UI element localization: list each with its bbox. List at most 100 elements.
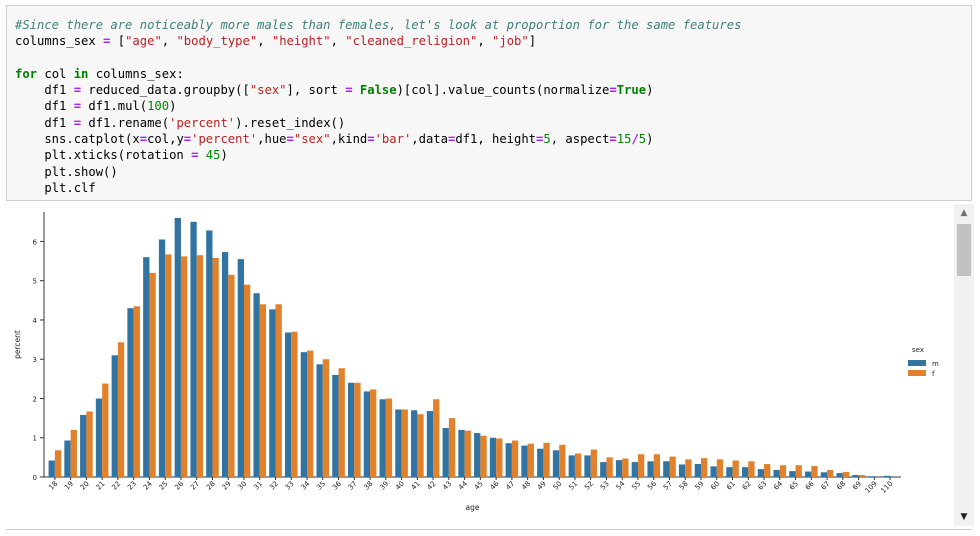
x-tick-label: 47 (504, 480, 516, 492)
code-token: ,hue (257, 132, 287, 147)
y-tick-label: 5 (33, 278, 37, 286)
x-tick-label: 31 (252, 480, 264, 492)
code-token: [ (110, 34, 126, 49)
x-tick-label: 64 (772, 479, 784, 491)
code-token: #Since there are noticeably more males t… (15, 18, 742, 32)
bar-f-48 (527, 443, 534, 477)
x-tick-label: 50 (552, 480, 564, 492)
bar-m-51 (568, 455, 575, 477)
bar-m-37 (348, 382, 355, 477)
code-token: = (367, 132, 375, 147)
bar-m-63 (757, 469, 765, 477)
bar-f-45 (480, 435, 487, 477)
code-token: = (103, 34, 111, 49)
output-scrollbar[interactable]: ▲ ▼ (954, 204, 974, 526)
bar-m-25 (158, 239, 166, 477)
x-tick-label: 23 (126, 480, 138, 492)
x-tick-label: 34 (299, 479, 311, 491)
bar-m-66 (805, 471, 812, 477)
bar-m-57 (663, 461, 670, 477)
bar-f-47 (511, 440, 519, 477)
code-token: , (330, 34, 346, 49)
code-line: df1 = df1.rename('percent').reset_index(… (15, 116, 345, 130)
code-token: , (477, 34, 493, 49)
bar-m-62 (741, 467, 749, 477)
bar-f-46 (496, 438, 503, 477)
code-token: = (183, 132, 192, 147)
bar-f-52 (590, 449, 597, 477)
code-cell[interactable]: #Since there are noticeably more males t… (6, 5, 972, 201)
code-token: plt.show() (15, 164, 118, 179)
x-tick-label: 55 (630, 480, 642, 492)
bar-f-61 (732, 460, 739, 477)
bar-m-24 (143, 257, 150, 477)
code-token: False (359, 83, 397, 98)
code-token: , (257, 34, 272, 49)
bar-m-55 (631, 462, 638, 477)
bar-m-22 (111, 355, 118, 477)
legend-label: m (932, 360, 939, 368)
bar-f-20 (86, 411, 93, 477)
x-tick-label: 45 (473, 480, 485, 492)
bar-m-59 (694, 464, 702, 477)
code-token: df1 (15, 115, 74, 130)
bar-m-43 (442, 427, 449, 477)
bar-f-37 (354, 382, 361, 477)
x-tick-label: 109 (864, 480, 879, 495)
legend-swatch-f (908, 370, 926, 376)
code-token: "sex" (293, 132, 331, 147)
bar-f-33 (291, 331, 298, 477)
bar-m-18 (48, 460, 55, 477)
bar-f-27 (196, 255, 204, 477)
scroll-up-arrow-icon[interactable]: ▲ (960, 208, 968, 218)
x-tick-label: 27 (189, 480, 201, 492)
bar-f-29 (228, 274, 235, 477)
bar-f-50 (559, 444, 566, 477)
bar-m-48 (521, 445, 528, 477)
code-token (353, 83, 360, 97)
bar-f-54 (622, 458, 629, 477)
y-axis-label: percent (13, 330, 22, 359)
y-tick-label: 1 (33, 435, 37, 443)
bar-m-65 (789, 471, 796, 477)
x-tick-label: 21 (95, 480, 107, 492)
x-tick-label: 53 (599, 480, 611, 492)
bar-m-69 (852, 475, 859, 477)
x-tick-label: 26 (173, 479, 185, 491)
code-token: for (15, 66, 38, 81)
x-tick-label: 110 (879, 480, 894, 495)
code-token: in (73, 66, 89, 81)
bar-f-26 (180, 256, 188, 477)
x-tick-label: 61 (725, 480, 737, 492)
bar-m-26 (174, 217, 181, 477)
legend-swatch-m (908, 360, 926, 366)
x-tick-label: 39 (378, 480, 390, 492)
code-token: 5 (638, 132, 647, 147)
x-axis-label: age (466, 503, 480, 512)
code-token: = (447, 132, 456, 147)
x-tick-label: 20 (79, 480, 91, 492)
code-token: ).reset_index() (235, 115, 346, 130)
scroll-thumb[interactable] (957, 224, 971, 276)
code-token: 'percent' (191, 132, 258, 147)
code-token: ) (220, 148, 228, 163)
x-tick-label: 19 (63, 480, 75, 492)
x-tick-label: 62 (741, 480, 753, 492)
bar-m-40 (395, 409, 402, 477)
code-token: ) (646, 132, 654, 147)
code-token: = (191, 148, 199, 163)
x-tick-label: 52 (583, 480, 595, 492)
code-line: plt.show() (15, 164, 118, 179)
code-editor[interactable]: #Since there are noticeably more males t… (15, 17, 741, 196)
bar-f-56 (653, 454, 661, 477)
bar-f-51 (574, 453, 582, 477)
bar-f-28 (212, 257, 219, 477)
bar-m-31 (253, 293, 260, 477)
code-token: "job" (492, 34, 529, 49)
x-tick-label: 66 (804, 479, 816, 491)
bar-m-33 (284, 332, 292, 477)
code-token: col,y (147, 132, 184, 147)
scroll-down-arrow-icon[interactable]: ▼ (960, 512, 968, 522)
x-tick-label: 25 (158, 480, 170, 492)
